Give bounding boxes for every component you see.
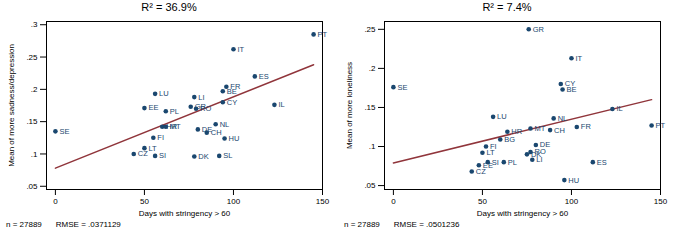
svg-text:Days with stringency > 60: Days with stringency > 60 <box>139 209 231 218</box>
svg-text:FI: FI <box>490 141 497 151</box>
svg-text:0: 0 <box>53 197 58 206</box>
svg-text:IT: IT <box>575 54 582 63</box>
svg-text:SE: SE <box>397 83 407 92</box>
svg-text:EE: EE <box>482 160 493 170</box>
svg-text:SI: SI <box>491 157 499 167</box>
svg-text:DE: DE <box>201 124 213 134</box>
svg-text:BE: BE <box>567 85 577 94</box>
svg-text:MT: MT <box>170 122 181 131</box>
html-text:RMSE = .0371129: RMSE = .0371129 <box>55 220 121 229</box>
svg-text:0: 0 <box>391 197 396 206</box>
svg-text:.25: .25 <box>364 25 376 34</box>
svg-text:MT: MT <box>535 124 546 133</box>
svg-text:RO: RO <box>200 104 211 113</box>
svg-text:HU: HU <box>568 176 579 185</box>
svg-text:LT: LT <box>148 144 157 153</box>
svg-text:EE: EE <box>148 103 158 112</box>
svg-text:SE: SE <box>59 127 69 136</box>
svg-text:ES: ES <box>597 158 607 167</box>
svg-text:.15: .15 <box>26 117 38 126</box>
html-text:n = 27889: n = 27889 <box>344 220 380 229</box>
svg-text:ES: ES <box>259 72 269 81</box>
svg-text:HU: HU <box>229 134 240 143</box>
svg-text:LU: LU <box>497 112 507 121</box>
svg-text:GR: GR <box>533 25 545 34</box>
svg-text:FR: FR <box>581 122 592 131</box>
svg-text:.2: .2 <box>369 64 376 73</box>
svg-text:50: 50 <box>478 197 487 206</box>
svg-text:PL: PL <box>170 107 179 116</box>
svg-text:PT: PT <box>318 30 328 39</box>
svg-text:PL: PL <box>508 158 517 167</box>
svg-text:.05: .05 <box>26 182 38 191</box>
html-text:RMSE = .0501236: RMSE = .0501236 <box>393 220 460 229</box>
svg-text:CY: CY <box>227 98 237 107</box>
svg-text:150: 150 <box>654 197 668 206</box>
svg-text:LI: LI <box>536 155 542 164</box>
svg-text:.15: .15 <box>364 103 376 112</box>
svg-text:DK: DK <box>198 152 208 161</box>
svg-text:.05: .05 <box>364 181 376 190</box>
svg-text:PT: PT <box>656 121 666 130</box>
svg-text:.3: .3 <box>31 20 38 29</box>
svg-text:.1: .1 <box>369 142 376 151</box>
html-text:R² = 36.9%: R² = 36.9% <box>141 1 197 13</box>
svg-text:CZ: CZ <box>476 167 486 176</box>
svg-text:NL: NL <box>220 120 230 129</box>
svg-text:Mean of more loneliness: Mean of more loneliness <box>345 62 354 149</box>
svg-text:SI: SI <box>159 151 166 160</box>
svg-text:IL: IL <box>616 104 622 113</box>
svg-text:DE: DE <box>539 140 551 150</box>
svg-text:HR: HR <box>511 127 523 137</box>
svg-text:BE: BE <box>227 87 237 96</box>
svg-text:Days with stringency > 60: Days with stringency > 60 <box>477 209 569 218</box>
svg-text:LT: LT <box>486 148 495 157</box>
svg-text:IL: IL <box>278 100 284 109</box>
svg-text:CH: CH <box>211 128 222 137</box>
svg-text:BG: BG <box>504 135 515 144</box>
svg-text:150: 150 <box>316 197 330 206</box>
svg-text:LU: LU <box>159 89 169 98</box>
svg-text:100: 100 <box>565 197 579 206</box>
svg-text:.2: .2 <box>31 85 38 94</box>
html-text:R² = 7.4%: R² = 7.4% <box>482 1 532 13</box>
html-text:n = 27889: n = 27889 <box>6 220 42 229</box>
svg-text:.25: .25 <box>26 53 38 62</box>
svg-text:IT: IT <box>237 45 244 54</box>
svg-text:Mean of more sadness/depressio: Mean of more sadness/depression <box>7 44 16 167</box>
svg-text:LI: LI <box>198 93 204 102</box>
svg-text:CZ: CZ <box>138 149 148 158</box>
svg-text:100: 100 <box>227 197 241 206</box>
svg-text:FI: FI <box>157 133 164 142</box>
svg-text:CH: CH <box>554 126 565 135</box>
svg-text:NL: NL <box>558 114 568 123</box>
svg-text:50: 50 <box>140 197 149 206</box>
svg-text:.1: .1 <box>31 150 38 159</box>
svg-text:SL: SL <box>223 151 232 160</box>
